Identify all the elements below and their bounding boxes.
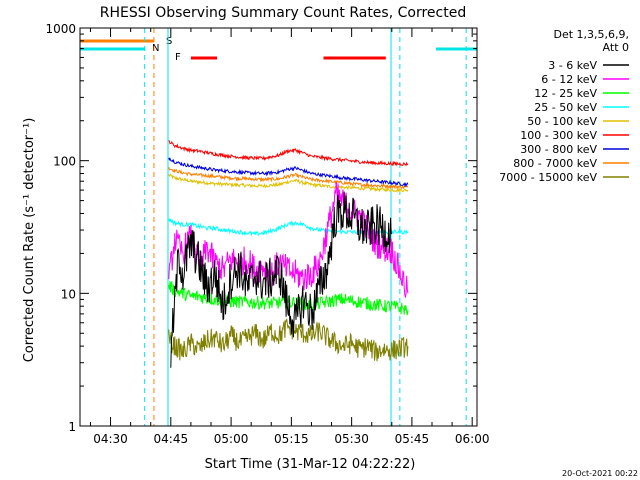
- flag-bands: SN F: [80, 36, 477, 63]
- x-axis-ticks: 04:30 04:45 05:00 05:15 05:30 05:45 06:00: [89, 28, 490, 446]
- series-line-3-6-kev: [170, 191, 393, 368]
- series-line-7000-15000-kev: [168, 318, 409, 362]
- legend-label: 50 - 100 keV: [527, 115, 597, 128]
- x-axis-label: Start Time (31-Mar-12 04:22:22): [205, 457, 416, 472]
- chart-title: RHESSI Observing Summary Count Rates, Co…: [100, 5, 466, 21]
- legend-label: 800 - 7000 keV: [513, 157, 597, 170]
- plot-frame: [79, 27, 478, 427]
- x-tick-label: 05:00: [214, 432, 249, 446]
- series-line-100-300-kev: [168, 140, 409, 167]
- legend-header: Det 1,3,5,6,9,: [553, 28, 629, 41]
- legend-label: 3 - 6 keV: [548, 59, 597, 72]
- series-line-800-7000-kev: [168, 167, 409, 190]
- x-tick-label: 06:00: [455, 432, 490, 446]
- flare-flag-label: F: [175, 52, 181, 63]
- x-tick-label: 04:30: [93, 432, 128, 446]
- legend-header: Att 0: [603, 41, 629, 54]
- legend-label: 7000 - 15000 keV: [499, 171, 597, 184]
- series-line-12-25-kev: [168, 281, 409, 316]
- legend-label: 25 - 50 keV: [534, 101, 597, 114]
- series-lines: [168, 140, 409, 368]
- y-axis-ticks: 1 10 100 1000: [45, 22, 477, 434]
- y-tick-label: 10: [61, 287, 76, 301]
- y-tick-label: 100: [53, 155, 76, 169]
- series-line-6-12-kev: [168, 181, 409, 299]
- legend-label: 100 - 300 keV: [520, 129, 597, 142]
- y-tick-label: 1: [68, 420, 76, 434]
- saa-flag-label: S: [166, 36, 172, 47]
- x-tick-label: 05:30: [334, 432, 369, 446]
- legend-label: 12 - 25 keV: [534, 87, 597, 100]
- y-tick-label: 1000: [45, 22, 76, 36]
- series-line-300-800-kev: [168, 157, 409, 188]
- footer-date: 20-Oct-2021 00:22: [562, 469, 638, 478]
- legend-label: 6 - 12 keV: [541, 73, 597, 86]
- night-flag-label: N: [152, 43, 159, 54]
- legend-label: 300 - 800 keV: [520, 143, 597, 156]
- series-line-50-100-kev: [168, 173, 409, 194]
- y-axis-label: Corrected Count Rate (s⁻¹ detector⁻¹): [22, 118, 37, 363]
- x-tick-label: 05:45: [395, 432, 430, 446]
- x-tick-label: 04:45: [154, 432, 189, 446]
- x-tick-label: 05:15: [274, 432, 309, 446]
